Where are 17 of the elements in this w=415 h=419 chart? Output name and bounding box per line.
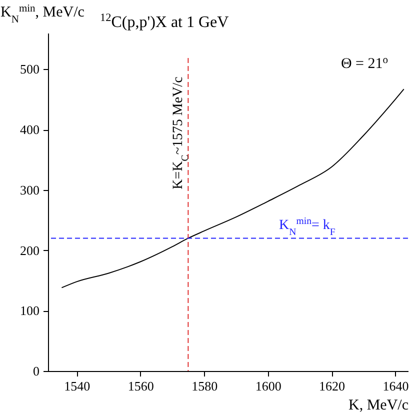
x-tick-label: 1540 [64, 378, 90, 394]
y-tick-label: 0 [33, 364, 40, 378]
y-tick-label: 400 [20, 122, 40, 138]
x-tick-label: 1600 [255, 378, 282, 394]
y-axis-title: K$_{N}$$^{min}$, MeV/c [0, 3, 85, 25]
annotation: Θ = 21$^{o}$ [340, 54, 388, 72]
x-axis-title: K, MeV/c [348, 398, 409, 414]
y-tick-label: 200 [20, 242, 40, 258]
y-tick-label: 300 [20, 182, 40, 198]
y-tick-label: 500 [20, 62, 40, 77]
x-tick-label: 1580 [192, 378, 218, 394]
x-tick-label: 1560 [128, 378, 154, 394]
x-tick-label: 1640 [382, 378, 409, 394]
chart-title: $^{12}$C(p,p')X at 1 GeV [100, 12, 230, 31]
y-tick-label: 100 [20, 303, 40, 318]
ref-line-label: K$_{N}$$^{min}$= k$_{F}$ [279, 216, 336, 238]
x-tick-label: 1620 [319, 378, 346, 394]
